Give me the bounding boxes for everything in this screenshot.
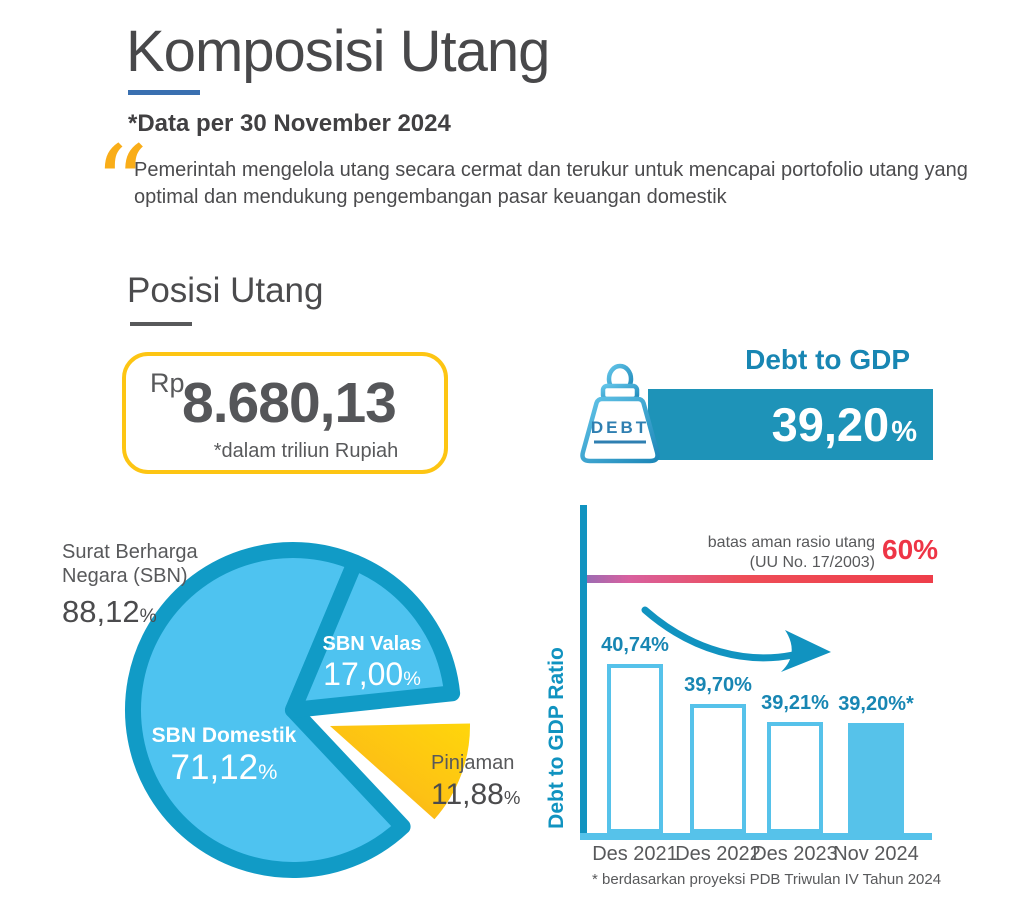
bar-category-label: Des 2023 (752, 843, 838, 865)
bar-chart-footnote: * berdasarkan proyeksi PDB Triwulan IV T… (592, 871, 942, 888)
bar-category-label: Des 2021 (592, 843, 678, 865)
data-date-subtitle: *Data per 30 November 2024 (128, 110, 451, 137)
pie-annotation-sbn: Surat Berharga Negara (SBN) 88,12% (62, 540, 222, 630)
bar-chart-y-axis (580, 505, 587, 840)
pie-label-sbn-domestik: SBN Domestik 71,12% (151, 724, 297, 787)
pie-label-sbn-valas: SBN Valas 17,00% (322, 633, 422, 692)
debt-to-gdp-percent-sign: % (891, 416, 917, 448)
currency-label: Rp (150, 368, 185, 398)
safe-ratio-threshold-label: batas aman rasio utang (UU No. 17/2003) (707, 534, 875, 571)
pie-label-pinjaman: Pinjaman 11,88% (431, 752, 521, 811)
bar-value-label: 40,74% (601, 634, 669, 656)
pie-slice-sbn-valas (285, 554, 461, 718)
bar-des-2021 (607, 664, 663, 833)
pie-slice-sbn-domestik (125, 542, 411, 878)
page-title: Komposisi Utang (126, 19, 550, 84)
debt-to-gdp-band: 39,20 % (648, 389, 933, 460)
debt-to-gdp-value: 39,20 (771, 398, 890, 451)
bar-chart-x-axis (580, 833, 932, 840)
bar-category-label: Des 2022 (675, 843, 761, 865)
quote-icon: “ (94, 123, 149, 246)
pie-slice-pinjaman (330, 723, 471, 820)
debt-weight-icon: DEBT (580, 363, 660, 464)
title-underline (128, 90, 200, 95)
quote-text: Pemerintah mengelola utang secara cermat… (134, 159, 968, 208)
bar-des-2022 (690, 704, 746, 833)
posisi-utang-underline (130, 322, 192, 326)
debt-icon-label: DEBT (591, 418, 649, 437)
bar-value-label: 39,70% (684, 674, 752, 696)
safe-ratio-threshold-line (587, 575, 933, 583)
bar-category-label: Nov 2024 (833, 843, 919, 865)
bar-des-2023 (767, 722, 823, 833)
debt-composition-pie-chart (125, 542, 471, 878)
debt-amount-value: 8.680,13 (182, 371, 397, 435)
safe-ratio-threshold-value: 60% (882, 534, 939, 565)
unit-note: *dalam triliun Rupiah (213, 440, 399, 462)
bar-chart-y-axis-label: Debt to GDP Ratio (545, 647, 568, 829)
posisi-utang-heading: Posisi Utang (127, 271, 324, 310)
debt-to-gdp-ratio-bar-chart: 40,74% Des 2021 39,70% Des 2022 39,21% Des 20… (580, 493, 940, 865)
bar-nov-2024 (848, 723, 904, 833)
bar-value-label: 39,20%* (838, 693, 914, 715)
debt-amount-card: Rp 8.680,13 *dalam triliun Rupiah (122, 352, 448, 474)
downward-trend-arrow-icon (641, 606, 831, 672)
pie-annotation-sbn-value: 88,12% (62, 594, 157, 629)
pie-annotation-sbn-label: Surat Berharga Negara (SBN) (62, 541, 198, 587)
debt-to-gdp-heading: Debt to GDP (745, 344, 910, 375)
bar-value-label: 39,21% (761, 692, 829, 714)
